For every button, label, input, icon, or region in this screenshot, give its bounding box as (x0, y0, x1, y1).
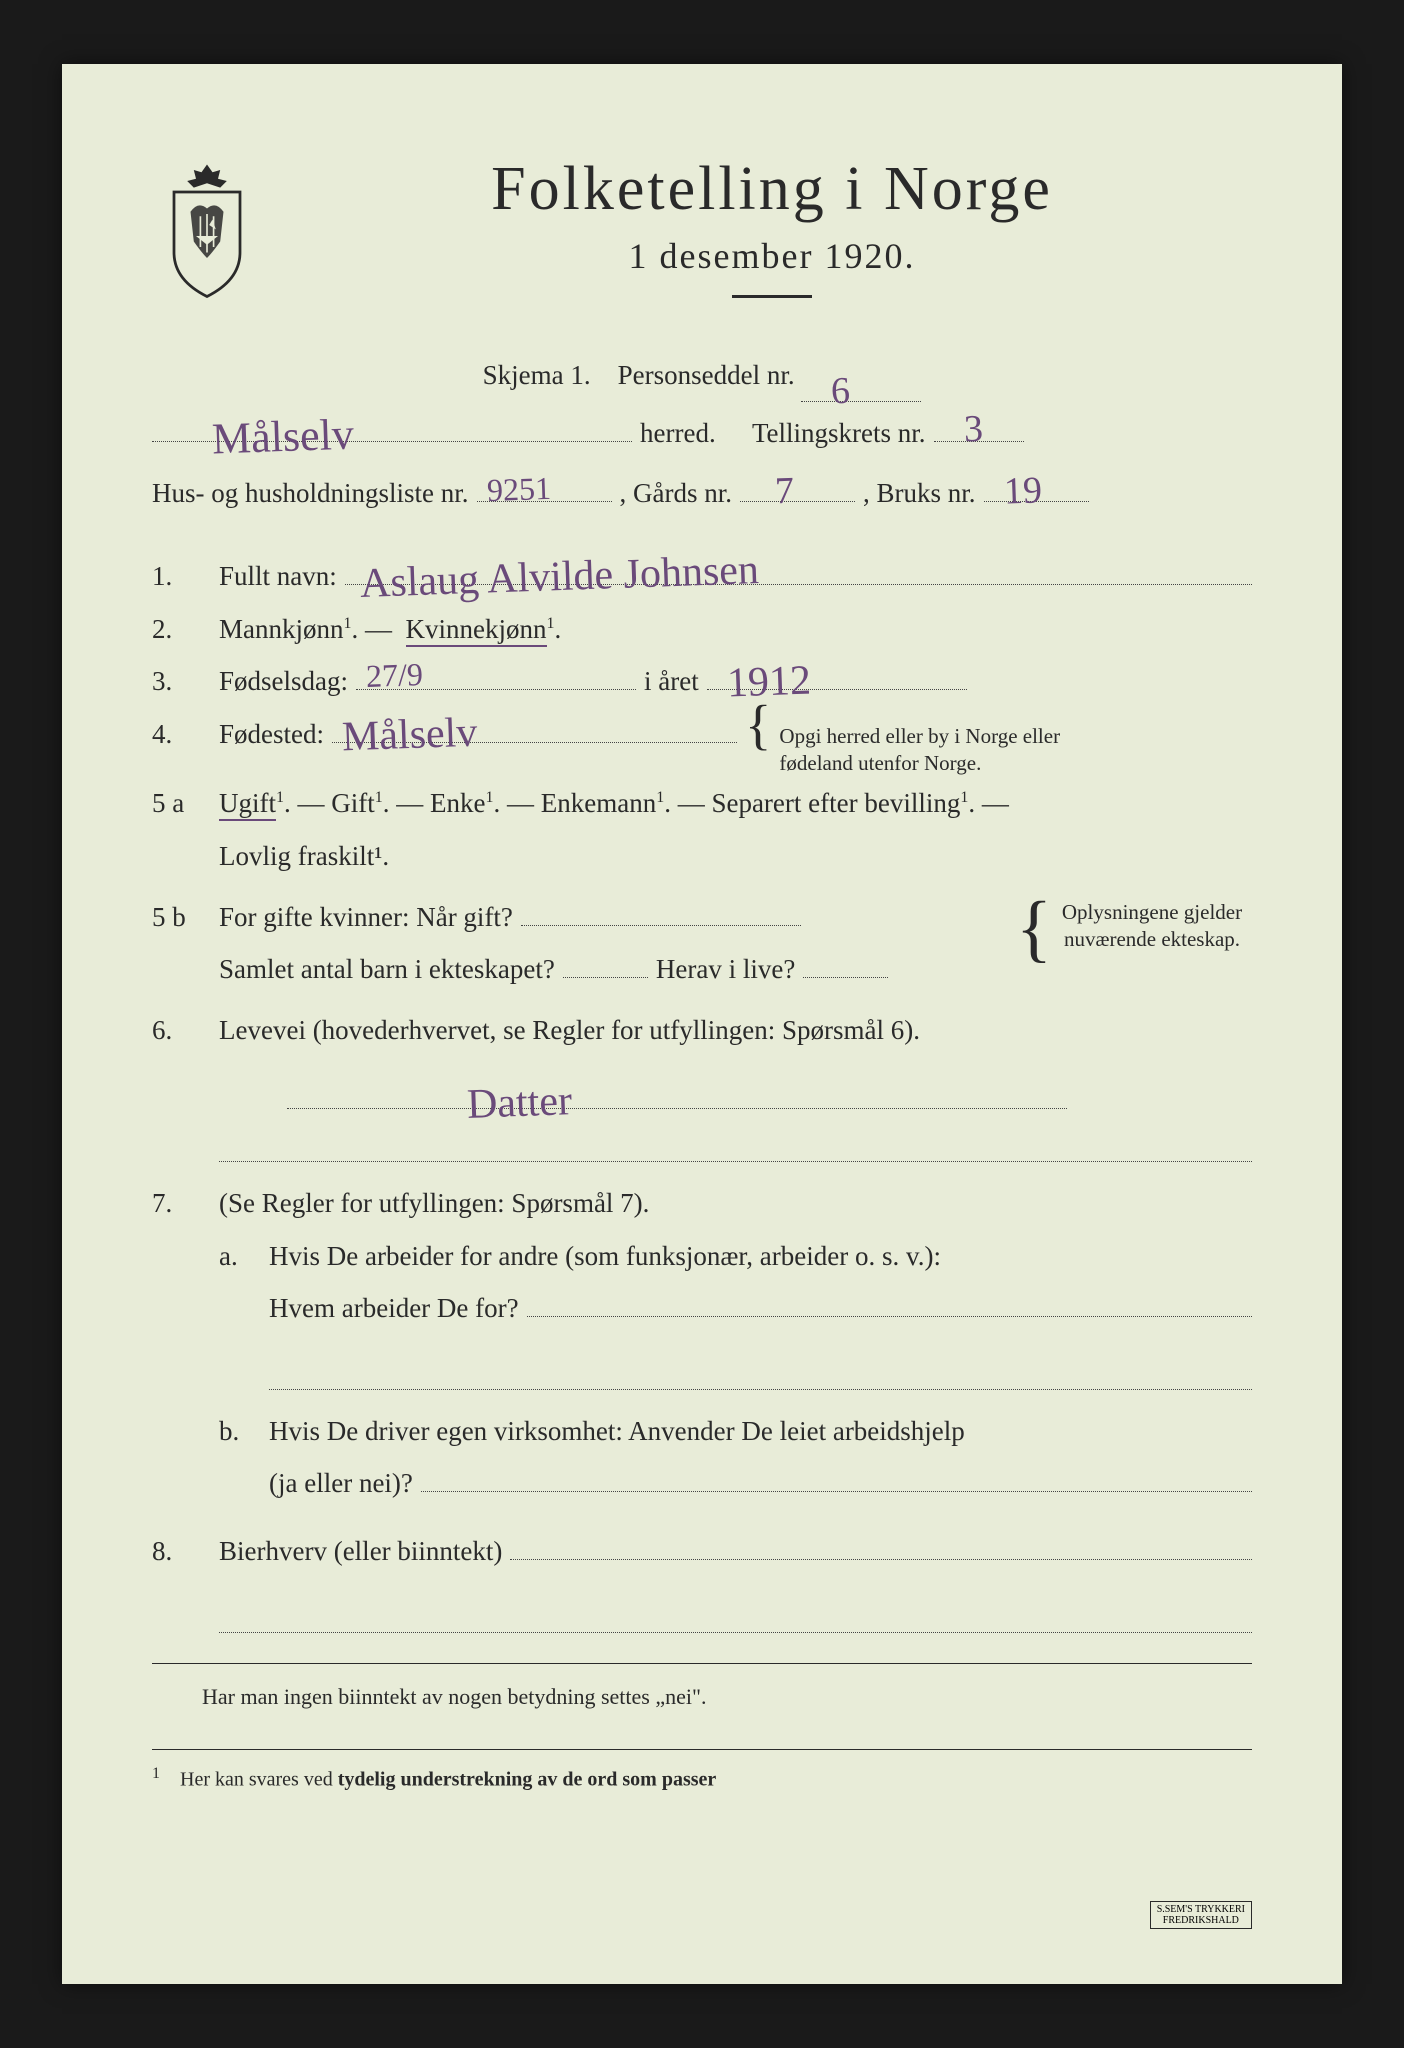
q5b-note: Oplysningene gjelder nuværende ekteskap. (1052, 899, 1252, 954)
footer-divider: Har man ingen biinntekt av nogen betydni… (152, 1663, 1252, 1719)
q3-year-field: 1912 (707, 660, 967, 690)
q1-label: Fullt navn: (219, 550, 337, 603)
q8-num: 8. (152, 1525, 219, 1578)
q4-note: Opgi herred eller by i Norge eller fødel… (779, 723, 1109, 778)
q5a-num: 5 a (152, 777, 219, 830)
q5a-row: 5 a Ugift1. — Gift1. — Enke1. — Enkemann… (152, 777, 1252, 830)
tellingskrets-field: 3 (934, 412, 1024, 442)
q2-num: 2. (152, 603, 219, 656)
personseddel-value: 6 (830, 353, 852, 428)
footnote-num: 1 (152, 1765, 160, 1782)
q3-num: 3. (152, 655, 219, 708)
q8-field2 (219, 1603, 1252, 1633)
q7b-text1: Hvis De driver egen virksomhet: Anvender… (269, 1405, 1252, 1458)
gaards-value: 7 (774, 454, 796, 529)
bruks-value: 19 (1002, 454, 1043, 529)
printer-text: S.SEM'S TRYKKERIFREDRIKSHALD (1157, 1904, 1245, 1926)
q3-year-value: 1912 (725, 641, 812, 726)
gaards-field: 7 (740, 472, 855, 502)
q3-label: Fødselsdag: (219, 655, 348, 708)
gaards-label: , Gårds nr. (620, 467, 732, 520)
subtitle: 1 desember 1920. (292, 235, 1252, 277)
hus-nr-field: 9251 (477, 472, 612, 502)
schema-label: Skjema 1. (483, 360, 591, 390)
norway-shield-svg (152, 159, 262, 302)
q1-num: 1. (152, 550, 219, 603)
census-form-document: Folketelling i Norge 1 desember 1920. Sk… (62, 64, 1342, 1984)
q4-label: Fødested: (219, 708, 324, 761)
q7-label: (Se Regler for utfyllingen: Spørsmål 7). (219, 1188, 649, 1218)
q5b-text3: Herav i live? (656, 943, 795, 996)
herred-value: Målselv (211, 391, 356, 482)
footnote-divider: 1 Her kan svares ved tydelig understrekn… (152, 1749, 1252, 1800)
q6-answer-line: Datter (152, 1057, 1252, 1110)
q7a-field2 (269, 1360, 1252, 1390)
title-underline (732, 295, 812, 298)
q7b-row: b. Hvis De driver egen virksomhet: Anven… (152, 1405, 1252, 1510)
q4-field: Målselv (332, 713, 737, 743)
q7-num: 7. (152, 1177, 219, 1230)
q6-blank-line (152, 1109, 1252, 1162)
q1-field: Aslaug Alvilde Johnsen (345, 555, 1252, 585)
tellingskrets-value: 3 (962, 391, 984, 466)
q3-day-field: 27/9 (356, 660, 636, 690)
bruks-field: 19 (984, 472, 1089, 502)
form-body: Skjema 1. Personseddel nr. 6 Målselv her… (152, 349, 1252, 1799)
personseddel-field: 6 (801, 372, 921, 402)
q5a-ugift: Ugift (219, 788, 276, 821)
q8-blank-line (152, 1603, 1252, 1633)
q6-num: 6. (152, 1004, 219, 1057)
herred-field: Målselv (152, 412, 632, 442)
q5b-num: 5 b (152, 891, 219, 944)
q8-label: Bierhverv (eller biinntekt) (219, 1525, 502, 1578)
q7b-text2: (ja eller nei)? (269, 1457, 413, 1510)
q6-label: Levevei (hovederhvervet, se Regler for u… (219, 1015, 920, 1045)
q7b-num: b. (219, 1405, 269, 1458)
coat-of-arms-icon (152, 159, 262, 299)
header: Folketelling i Norge 1 desember 1920. (152, 154, 1252, 299)
herred-label: herred. (640, 407, 716, 460)
q6-row: 6. Levevei (hovederhvervet, se Regler fo… (152, 1004, 1252, 1057)
printer-mark: S.SEM'S TRYKKERIFREDRIKSHALD (1150, 1901, 1252, 1929)
q7a-field (527, 1287, 1252, 1317)
q7a-num: a. (219, 1230, 269, 1283)
q4-num: 4. (152, 708, 219, 761)
q5b-gift-field (521, 896, 801, 926)
q7a-text2: Hvem arbeider De for? (269, 1282, 519, 1335)
q6-field2 (219, 1132, 1252, 1162)
q7-row: 7. (Se Regler for utfyllingen: Spørsmål … (152, 1177, 1252, 1230)
q3-row: 3. Fødselsdag: 27/9 i året 1912 (152, 655, 1252, 708)
personseddel-label: Personseddel nr. (618, 360, 795, 390)
q3-year-label: i året (644, 655, 699, 708)
q5b-text1: For gifte kvinner: Når gift? (219, 891, 513, 944)
q5a-fraskilt: Lovlig fraskilt¹. (219, 841, 389, 871)
herred-line: Målselv herred. Tellingskrets nr. 3 (152, 407, 1252, 460)
q2-mann: Mannkjønn (219, 614, 344, 644)
main-title: Folketelling i Norge (292, 154, 1252, 225)
q4-row: 4. Fødested: Målselv { Opgi herred eller… (152, 708, 1252, 778)
hus-nr-value: 9251 (485, 457, 551, 522)
q7a-row: a. Hvis De arbeider for andre (som funks… (152, 1230, 1252, 1390)
footnote: 1 Her kan svares ved tydelig understrekn… (152, 1758, 1252, 1800)
bruks-label: , Bruks nr. (863, 467, 976, 520)
q8-field (510, 1530, 1252, 1560)
q4-value: Målselv (341, 693, 479, 780)
q7a-text1: Hvis De arbeider for andre (som funksjon… (269, 1230, 1252, 1283)
q5b-barn-field (563, 948, 648, 978)
q5b-text2: Samlet antal barn i ekteskapet? (219, 943, 555, 996)
q1-row: 1. Fullt navn: Aslaug Alvilde Johnsen (152, 550, 1252, 603)
q6-field: Datter (287, 1079, 1067, 1109)
footer-note: Har man ingen biinntekt av nogen betydni… (152, 1676, 1252, 1719)
q5b-row: 5 b For gifte kvinner: Når gift? Samlet … (152, 891, 1252, 996)
q5a-line2: Lovlig fraskilt¹. (152, 830, 1252, 883)
title-block: Folketelling i Norge 1 desember 1920. (292, 154, 1252, 298)
q5b-live-field (803, 948, 888, 978)
q7b-field (421, 1462, 1252, 1492)
q5b-brace: { (1016, 906, 1052, 951)
q1-value: Aslaug Alvilde Johnsen (358, 530, 760, 626)
q8-row: 8. Bierhverv (eller biinntekt) (152, 1525, 1252, 1578)
